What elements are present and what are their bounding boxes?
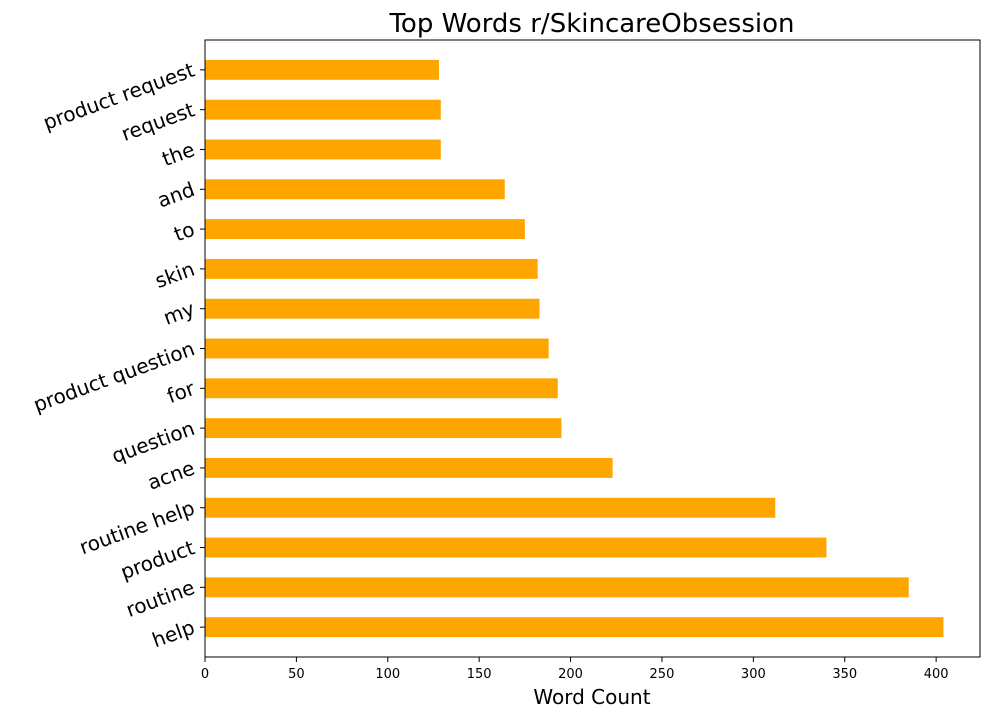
y-tick-label: routine (123, 575, 198, 622)
y-tick-label: skin (152, 257, 198, 293)
x-tick-label: 50 (288, 667, 305, 682)
bar-question (205, 418, 562, 439)
x-tick-label: 300 (741, 667, 766, 682)
chart-title: Top Words r/SkincareObsession (388, 9, 794, 39)
x-axis-label: Word Count (533, 685, 650, 709)
x-axis-ticks: 0 50 100 150 200 250 300 350 400 (201, 657, 949, 682)
bar-request (205, 99, 441, 120)
bar-my (205, 298, 540, 319)
x-tick-label: 350 (832, 667, 857, 682)
bar-and (205, 179, 505, 200)
bar-skin (205, 258, 538, 279)
y-tick-label: to (171, 217, 198, 246)
bar-product (205, 537, 827, 558)
plot-frame (204, 39, 981, 658)
y-tick-label: and (154, 177, 198, 212)
bar-the (205, 139, 441, 160)
x-tick-label: 100 (375, 667, 400, 682)
bar-for (205, 378, 558, 399)
x-tick-label: 200 (558, 667, 583, 682)
y-tick-label: the (159, 137, 198, 171)
bar-routine (205, 577, 909, 598)
bar-routine-help (205, 497, 776, 518)
y-tick-label: acne (144, 456, 198, 495)
y-tick-label: help (149, 615, 198, 652)
bars-group (205, 59, 944, 638)
x-tick-label: 0 (201, 667, 209, 682)
x-tick-label: 150 (467, 667, 492, 682)
bar-to (205, 219, 525, 240)
bar-product-request (205, 59, 439, 80)
bar-product-question (205, 338, 549, 359)
x-tick-label: 250 (650, 667, 675, 682)
y-tick-label: for (164, 376, 199, 408)
bar-acne (205, 457, 613, 478)
x-tick-label: 400 (924, 667, 949, 682)
bar-help (205, 617, 944, 638)
y-tick-label: my (160, 296, 198, 329)
